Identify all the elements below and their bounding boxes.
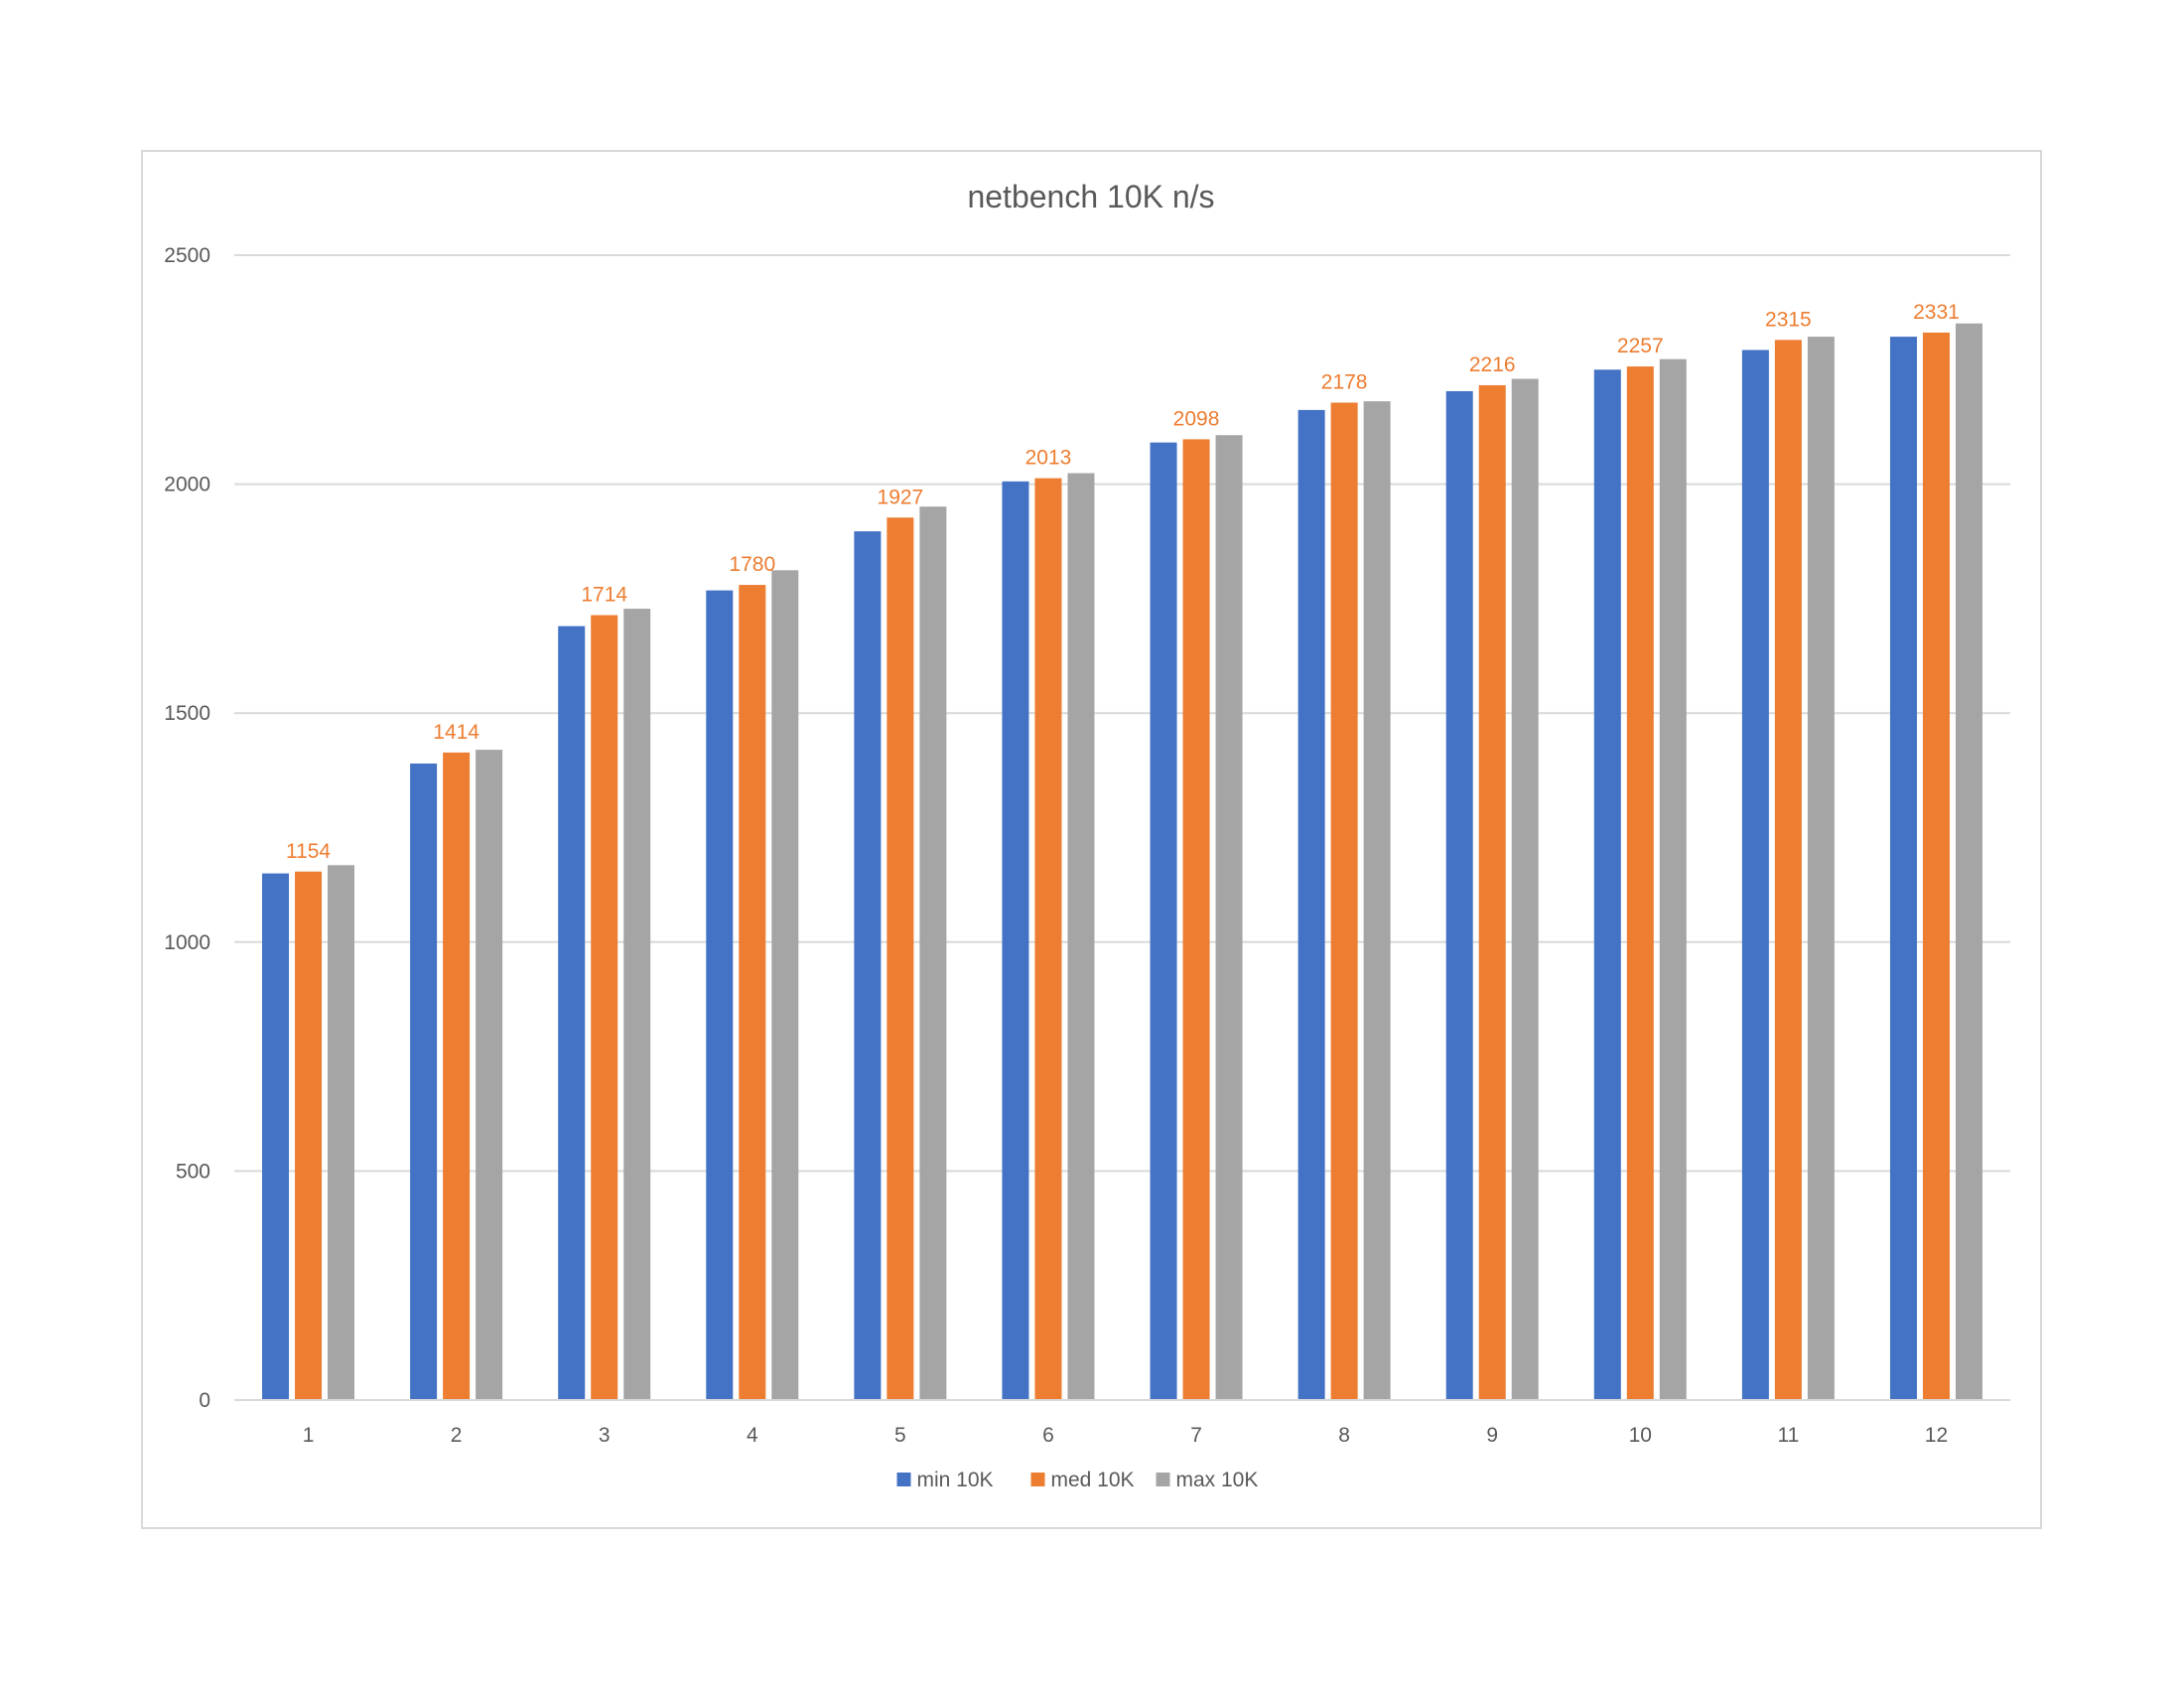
bar-med-10k[interactable]	[1626, 366, 1654, 1401]
data-label: 1780	[729, 553, 775, 576]
bar-max-10k[interactable]	[476, 750, 503, 1400]
bar-med-10k[interactable]	[443, 752, 471, 1400]
x-tick-label: 7	[1190, 1424, 1202, 1447]
gridlines	[234, 254, 2010, 1173]
bar-med-10k[interactable]	[1182, 439, 1210, 1400]
y-tick-label: 2000	[164, 474, 210, 496]
data-label: 1154	[286, 840, 331, 863]
legend[interactable]: min 10K med 10K max 10K	[896, 1469, 1259, 1491]
y-tick-label: 2500	[164, 244, 210, 267]
bar-med-10k[interactable]	[1034, 478, 1062, 1401]
bar-min-10k[interactable]	[1002, 481, 1029, 1401]
legend-swatch	[1030, 1473, 1045, 1486]
data-label: 2331	[1913, 301, 1960, 324]
bar-max-10k[interactable]	[1363, 401, 1391, 1400]
bar-med-10k[interactable]	[1330, 402, 1358, 1400]
bar-min-10k[interactable]	[1741, 350, 1769, 1400]
bar-min-10k[interactable]	[854, 531, 882, 1400]
bar-max-10k[interactable]	[1511, 378, 1539, 1401]
bar-med-10k[interactable]	[1478, 384, 1506, 1400]
bar-max-10k[interactable]	[771, 570, 799, 1400]
bar-max-10k[interactable]	[328, 865, 355, 1400]
bar-min-10k[interactable]	[706, 590, 734, 1400]
data-label: 2178	[1321, 371, 1368, 394]
x-tick-label: 1	[303, 1424, 315, 1447]
bar-med-10k[interactable]	[591, 615, 618, 1400]
data-labels: 1154 1414 1714 1780 1927 2013 2098 2178 2216 2257…	[286, 301, 1960, 863]
bar-min-10k[interactable]	[1889, 337, 1917, 1400]
bar-med-10k[interactable]	[1774, 340, 1802, 1400]
data-label: 2013	[1025, 447, 1072, 470]
legend-label[interactable]: min 10K	[917, 1469, 994, 1491]
bar-chart: netbench 10K n/s 11541414171417801927201…	[164, 179, 2010, 1491]
bar-min-10k[interactable]	[1297, 409, 1325, 1400]
bar-min-10k[interactable]	[1445, 390, 1473, 1400]
data-label: 1714	[581, 584, 627, 607]
legend-label[interactable]: med 10K	[1051, 1469, 1135, 1491]
legend-swatch	[1156, 1473, 1170, 1486]
x-tick-label: 9	[1486, 1424, 1498, 1447]
y-tick-label: 1000	[164, 931, 210, 954]
data-label: 2315	[1765, 308, 1812, 331]
bar-max-10k[interactable]	[1215, 435, 1243, 1400]
legend-label[interactable]: max 10K	[1176, 1469, 1259, 1491]
bar-max-10k[interactable]	[623, 609, 651, 1400]
bar-med-10k[interactable]	[295, 871, 323, 1400]
x-tick-label: 8	[1338, 1424, 1350, 1447]
bar-med-10k[interactable]	[887, 517, 914, 1400]
bar-min-10k[interactable]	[1150, 442, 1177, 1400]
x-tick-label: 2	[451, 1424, 463, 1447]
bar-min-10k[interactable]	[1593, 369, 1621, 1400]
x-tick-label: 5	[894, 1424, 906, 1447]
data-label: 2257	[1617, 335, 1664, 357]
bar-max-10k[interactable]	[1807, 337, 1835, 1400]
bar-max-10k[interactable]	[1955, 323, 1982, 1401]
bar-med-10k[interactable]	[1922, 332, 1950, 1400]
chart-title: netbench 10K n/s	[967, 179, 1214, 214]
data-label: 1927	[878, 486, 924, 508]
y-tick-label: 1500	[164, 702, 210, 725]
x-tick-label: 6	[1042, 1424, 1054, 1447]
data-label: 2098	[1173, 407, 1220, 430]
y-tick-label: 500	[176, 1160, 210, 1183]
data-label: 2216	[1469, 353, 1516, 376]
x-tick-label: 11	[1777, 1424, 1799, 1447]
bar-min-10k[interactable]	[410, 763, 438, 1400]
bar-min-10k[interactable]	[262, 873, 290, 1400]
x-tick-label: 12	[1925, 1424, 1948, 1447]
x-tick-label: 4	[747, 1424, 758, 1447]
bars	[262, 323, 1982, 1401]
legend-swatch	[896, 1473, 911, 1486]
bar-max-10k[interactable]	[1067, 473, 1095, 1400]
bar-min-10k[interactable]	[558, 626, 586, 1400]
x-tick-label: 3	[599, 1424, 611, 1447]
data-label: 1414	[433, 721, 479, 744]
chart-frame: netbench 10K n/s 1154 1414 1714 1780 1927 201…	[141, 150, 2042, 1529]
y-tick-label: 0	[199, 1389, 210, 1412]
bar-max-10k[interactable]	[1659, 358, 1687, 1400]
x-tick-label: 10	[1629, 1424, 1652, 1447]
bar-med-10k[interactable]	[739, 585, 766, 1400]
bar-max-10k[interactable]	[919, 506, 947, 1400]
